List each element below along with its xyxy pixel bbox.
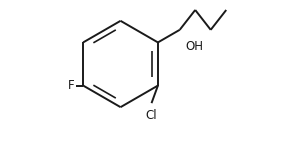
Text: F: F bbox=[68, 79, 75, 92]
Text: OH: OH bbox=[186, 40, 204, 53]
Text: Cl: Cl bbox=[146, 109, 157, 122]
